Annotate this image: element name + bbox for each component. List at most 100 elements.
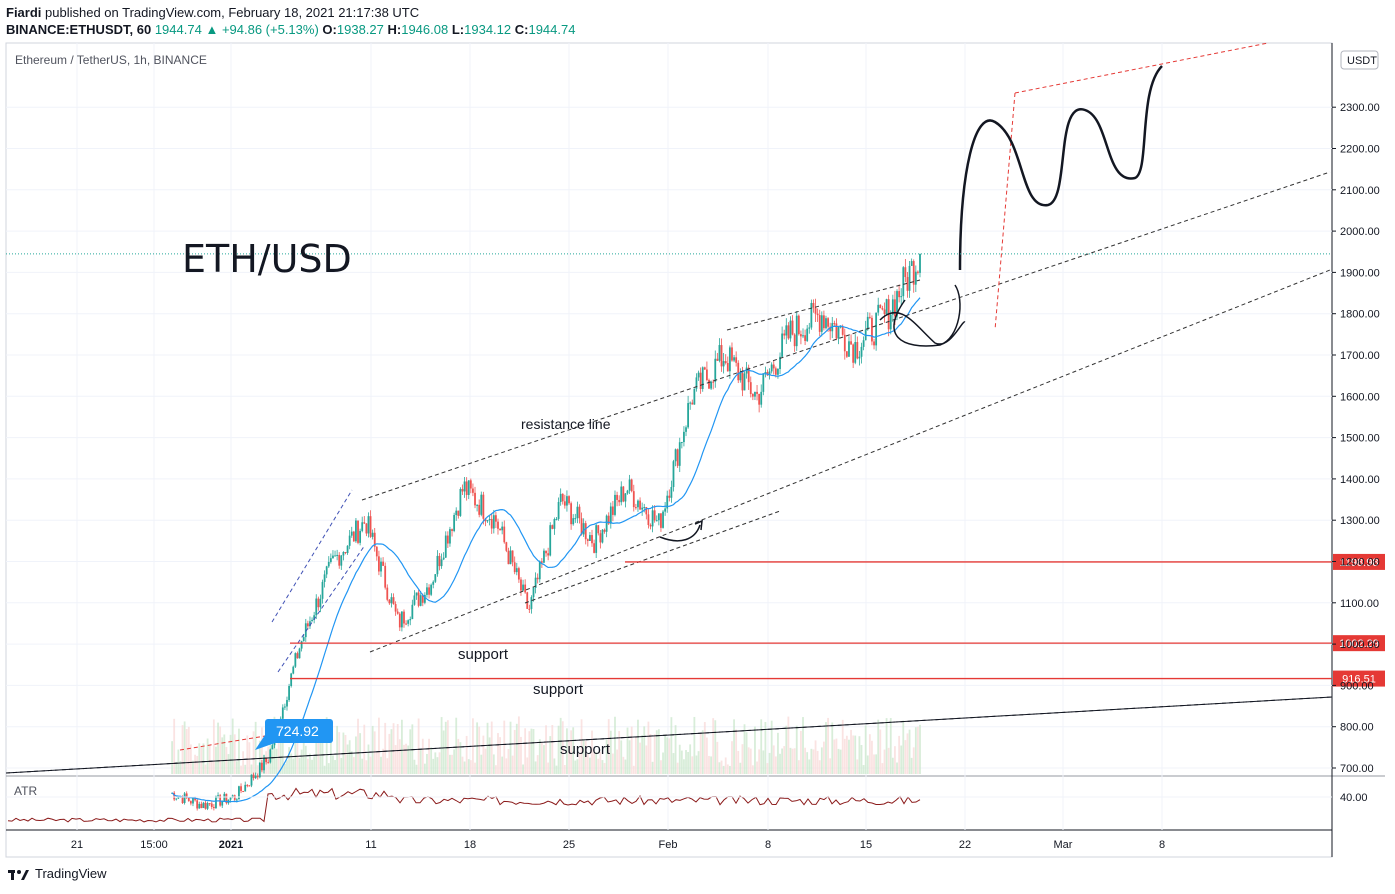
volume-bar [476, 722, 479, 774]
candle-body [359, 530, 362, 543]
candle-body [513, 562, 516, 573]
volume-bar [367, 744, 370, 774]
candle-body [845, 351, 848, 357]
candle-body [881, 308, 884, 310]
candle-body [474, 492, 476, 506]
drawings [5, 42, 1333, 774]
volume-bar [334, 760, 336, 774]
candle-body [367, 516, 370, 534]
volume-bar [348, 740, 351, 774]
candle-body [699, 372, 702, 389]
candle-body [885, 299, 888, 315]
volume-bar [917, 726, 919, 774]
candle-body [731, 347, 733, 361]
candle-body [215, 796, 217, 809]
volume-bar [202, 743, 205, 774]
volume-bar [258, 740, 261, 774]
candle-body [361, 522, 364, 531]
candle-body [344, 552, 347, 554]
atr-tick-label: 40.00 [1340, 792, 1368, 804]
volume-bar [726, 764, 729, 774]
candle-body [311, 619, 313, 622]
volume-bar [495, 765, 497, 774]
candle-body [338, 554, 341, 566]
candle-body [871, 317, 873, 342]
price-axis[interactable]: 700.00800.00900.001000.001100.001200.001… [1332, 102, 1380, 775]
candle-body [770, 364, 773, 372]
candle-body [693, 388, 696, 405]
candle-body [208, 803, 211, 805]
volume-bar [340, 757, 343, 774]
time-axis[interactable]: 21 15:00 2021 11 18 25 Feb 8 15 22 Mar 8 [71, 839, 1165, 851]
candle-body [910, 261, 913, 266]
tradingview-logo[interactable]: TradingView [8, 866, 107, 881]
candle-body [229, 797, 232, 800]
candle-body [622, 486, 625, 502]
volume-bar [795, 725, 798, 774]
volume-bar [534, 761, 537, 774]
candle-body [302, 637, 305, 642]
volume-bar [595, 752, 598, 774]
volume-bar [332, 755, 334, 774]
candle-body [779, 356, 781, 369]
volume-bar [825, 722, 827, 774]
horizontal-levels: 1198.98 1002.29 916.51 [6, 253, 1385, 687]
volume-bar [319, 729, 322, 774]
price-tick-label: 1600.00 [1340, 391, 1380, 403]
candle-body [371, 532, 374, 537]
candle-body [415, 592, 418, 596]
volume-bar [382, 748, 384, 774]
candle-body [520, 579, 522, 591]
currency-label: USDT [1347, 55, 1377, 67]
candle-body [818, 315, 821, 332]
candle-body [651, 510, 654, 527]
volume-bar [896, 762, 898, 774]
volume-bar [676, 762, 679, 774]
volume-bar [774, 756, 777, 774]
volume-bar [442, 730, 445, 774]
candle-body [827, 318, 829, 327]
time-tick-label: 8 [765, 839, 771, 851]
start-price-value: 724.92 [276, 723, 319, 739]
volume-bar [530, 728, 533, 774]
volume-bar [457, 738, 460, 774]
candle-body [820, 315, 823, 332]
red-target-top [1014, 42, 1269, 94]
candle-body [488, 518, 491, 521]
volume-bar [526, 757, 529, 774]
symbol-label[interactable]: BINANCE:ETHUSDT, 60 [6, 22, 152, 37]
volume-bar [480, 754, 483, 774]
currency-button[interactable]: USDT [1340, 50, 1379, 70]
volume-bar [323, 765, 326, 774]
candle-body [204, 802, 207, 809]
volume-bar [173, 718, 176, 774]
candle-body [332, 555, 334, 559]
volume-bar [363, 724, 366, 774]
candle-body [185, 793, 188, 798]
volume-bar [910, 757, 913, 774]
candle-body [198, 803, 201, 809]
candle-body [624, 493, 627, 502]
candle-body [355, 520, 357, 542]
close-value: 1944.74 [528, 22, 576, 37]
volume-bar [724, 757, 727, 774]
volume-bar [908, 729, 911, 774]
candle-body [584, 523, 587, 540]
candle-body [240, 786, 242, 792]
volume-bar [812, 749, 815, 774]
candle-body [181, 796, 184, 804]
up-arrow-icon: ▲ [205, 22, 219, 37]
volume-bar [403, 744, 405, 774]
volume-bar [728, 765, 731, 774]
pullback-sketch-a [893, 284, 961, 347]
candle-body [777, 368, 779, 375]
volume-bar [434, 752, 437, 774]
volume-bar [185, 729, 188, 774]
candle-body [814, 307, 817, 314]
volume-bar [685, 750, 687, 774]
volume-bar [469, 760, 472, 774]
candle-body [806, 328, 809, 341]
candle-body [200, 803, 203, 809]
volume-bar [317, 737, 320, 774]
